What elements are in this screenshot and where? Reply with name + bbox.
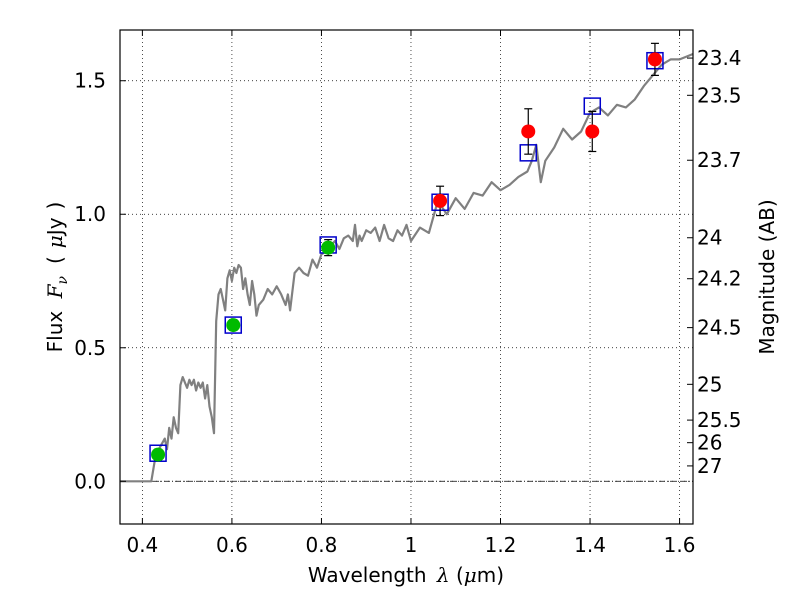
x-tick-label: 0.4 [126,533,158,557]
magnitude-tick-label: 24.5 [697,316,742,340]
x-axis-unit-open: ( [456,563,464,587]
series-layer [120,42,694,483]
y-axis-unit-mu: μ [43,235,67,248]
grid [120,30,693,524]
magnitude-tick-label: 27 [697,454,722,478]
y-axis: 0.0 0.5 1.0 1.5 [74,69,126,493]
x-axis-lambda: λ [436,563,450,587]
optical-detection-point [226,318,241,333]
y-axis-label: Flux [43,311,67,353]
optical-detection-point [151,447,166,462]
x-axis-label: Wavelength [308,563,427,587]
nir-detection-point [521,124,536,139]
x-tick-label: 1.6 [664,533,696,557]
magnitude-tick-label: 25.5 [697,408,742,432]
y-axis-unit-open: ( [43,256,67,264]
y-tick-label: 1.5 [74,69,106,93]
y-tick-label: 0.5 [74,336,106,360]
y-axis-title: Flux Fν ( μJy) [43,202,71,353]
x-axis-unit: m) [477,563,504,587]
magnitude-tick-label: 25 [697,372,722,396]
magnitude-tick-label: 23.7 [697,148,742,172]
nir-detection-point [647,52,662,67]
y-axis-flux-nu: ν [55,276,71,285]
nir-detection-point [585,124,600,139]
magnitude-axis-title: Magnitude (AB) [755,199,779,354]
x-tick-label: 1.4 [574,533,606,557]
magnitude-tick-label: 24 [697,226,722,250]
x-tick-label: 1.2 [485,533,517,557]
y-tick-label: 0.0 [74,469,106,493]
x-axis-title: Wavelength λ (μm) [308,563,504,587]
optical-detection-point [321,240,336,255]
model-photometry-square [224,316,243,334]
y-axis-flux-symbol: F [43,283,67,299]
magnitude-tick-label: 23.4 [697,46,742,70]
y-tick-label: 1.0 [74,202,106,226]
x-axis-unit-mu: μ [464,563,477,587]
x-tick-label: 0.8 [306,533,338,557]
magnitude-tick-label: 23.5 [697,83,742,107]
x-tick-label: 0.6 [216,533,248,557]
nir-detection-point [433,193,448,208]
y-axis-unit-close: ) [43,202,67,210]
y-axis-unit: Jy [43,217,67,237]
magnitude-tick-label: 26 [697,431,722,455]
model-sed-line [120,52,694,483]
magnitude-tick-label: 24.2 [697,267,742,291]
plot-frame [119,29,694,525]
x-axis: 0.4 0.6 0.8 1 1.2 1.4 1.6 [126,30,695,557]
x-tick-label: 1 [405,533,418,557]
